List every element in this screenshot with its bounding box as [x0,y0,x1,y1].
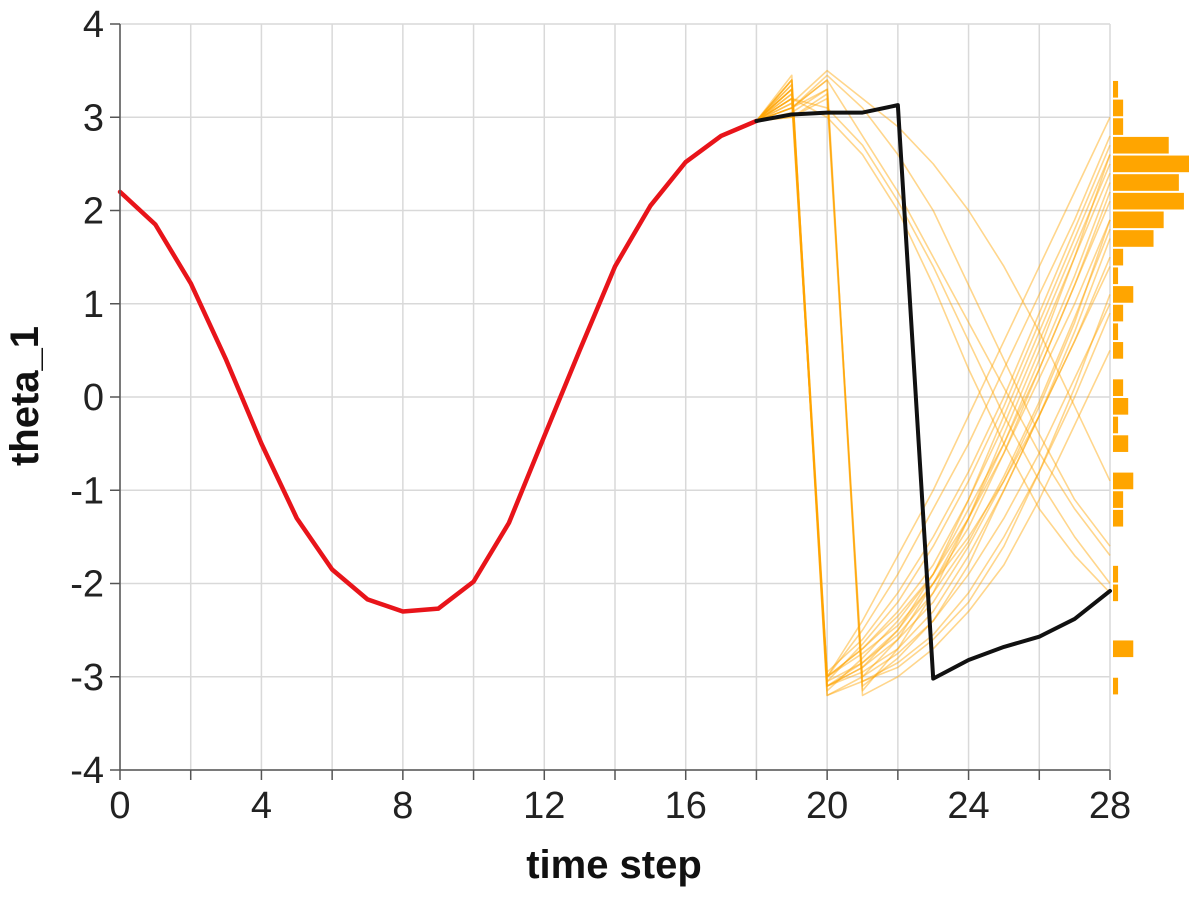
y-tick-label: -1 [70,470,104,512]
sample-trajectory [756,97,1111,584]
histogram-bar [1113,230,1154,247]
y-tick-label: 0 [83,377,104,419]
sample-trajectories [755,69,1111,697]
sample-trajectory [755,83,1111,683]
sample-trajectory [756,74,1111,547]
sample-trajectory [756,79,1111,557]
histogram-bar [1113,342,1124,359]
histogram-bar [1113,99,1124,117]
histogram-bar [1113,677,1119,695]
sample-trajectory [755,88,1111,678]
chosen-series [754,103,1112,681]
histogram-bar [1113,323,1119,341]
histogram-bar [1113,509,1124,527]
sample-trajectory [756,88,1111,687]
histogram-bar [1113,472,1134,490]
sample-trajectory [755,74,1111,697]
sample-trajectory [755,93,1111,687]
sample-trajectory [755,83,1111,673]
sample-trajectory [756,97,1111,683]
histogram-bar [1113,640,1134,658]
x-tick-label: 4 [251,785,272,827]
sample-trajectory [755,79,1111,678]
histogram-bar [1113,211,1164,229]
sample-trajectory [755,88,1111,697]
x-tick-labels: 0 4 8 12 16 20 24 28 [109,785,1131,827]
histogram-bar [1113,435,1129,452]
sample-trajectory [755,79,1111,687]
observed-series [117,118,759,614]
y-tick-label: 1 [83,284,104,326]
y-axis-title: theta_1 [3,326,47,466]
x-tick-label: 20 [806,785,848,827]
x-tick-label: 24 [947,785,989,827]
sample-trajectory [755,93,1111,687]
chosen-line [754,103,1112,681]
y-tick-label: 4 [83,4,104,46]
histogram-bar [1113,304,1124,322]
sample-trajectory [756,88,1111,683]
y-tick-labels: 4 3 2 1 0 -1 -2 -3 -4 [70,4,104,792]
sample-trajectory [756,97,1111,594]
observed-line [117,118,759,614]
x-tick-label: 16 [665,785,707,827]
histogram-bar [1113,155,1189,173]
x-axis-title: time step [526,843,702,887]
histogram-bar [1113,584,1119,602]
sample-trajectory [756,102,1111,678]
histogram-bar [1113,136,1169,154]
histogram-bar [1113,379,1124,396]
sample-trajectory [756,97,1111,692]
histogram-bar [1113,80,1119,98]
sample-trajectory [756,69,1111,482]
histogram-bar [1113,416,1119,434]
y-tick-label: -4 [70,750,104,792]
histogram-bar [1113,565,1119,583]
histogram-bar [1113,192,1184,210]
sample-trajectory [756,97,1111,678]
y-tick-label: -2 [70,564,104,606]
sample-trajectory [755,88,1111,678]
histogram-bar [1113,174,1179,191]
x-tick-label: 8 [392,785,413,827]
x-tick-label: 12 [523,785,565,827]
sample-trajectory [755,88,1111,692]
x-tick-label: 28 [1089,785,1131,827]
histogram-bar [1113,118,1124,135]
y-tick-label: 2 [83,191,104,233]
x-tick-label: 0 [109,785,130,827]
sample-trajectory [756,93,1111,678]
grid-lines [119,23,1111,771]
histogram-bar [1113,286,1134,303]
y-tick-label: -3 [70,657,104,699]
histogram-bar [1113,398,1129,415]
y-tick-label: 3 [83,97,104,139]
axes [110,23,1111,780]
histogram-bar [1113,267,1119,285]
distribution-histogram [1113,80,1189,695]
histogram-bar [1113,248,1124,266]
histogram-bar [1113,491,1124,508]
sample-trajectory [755,79,1111,687]
